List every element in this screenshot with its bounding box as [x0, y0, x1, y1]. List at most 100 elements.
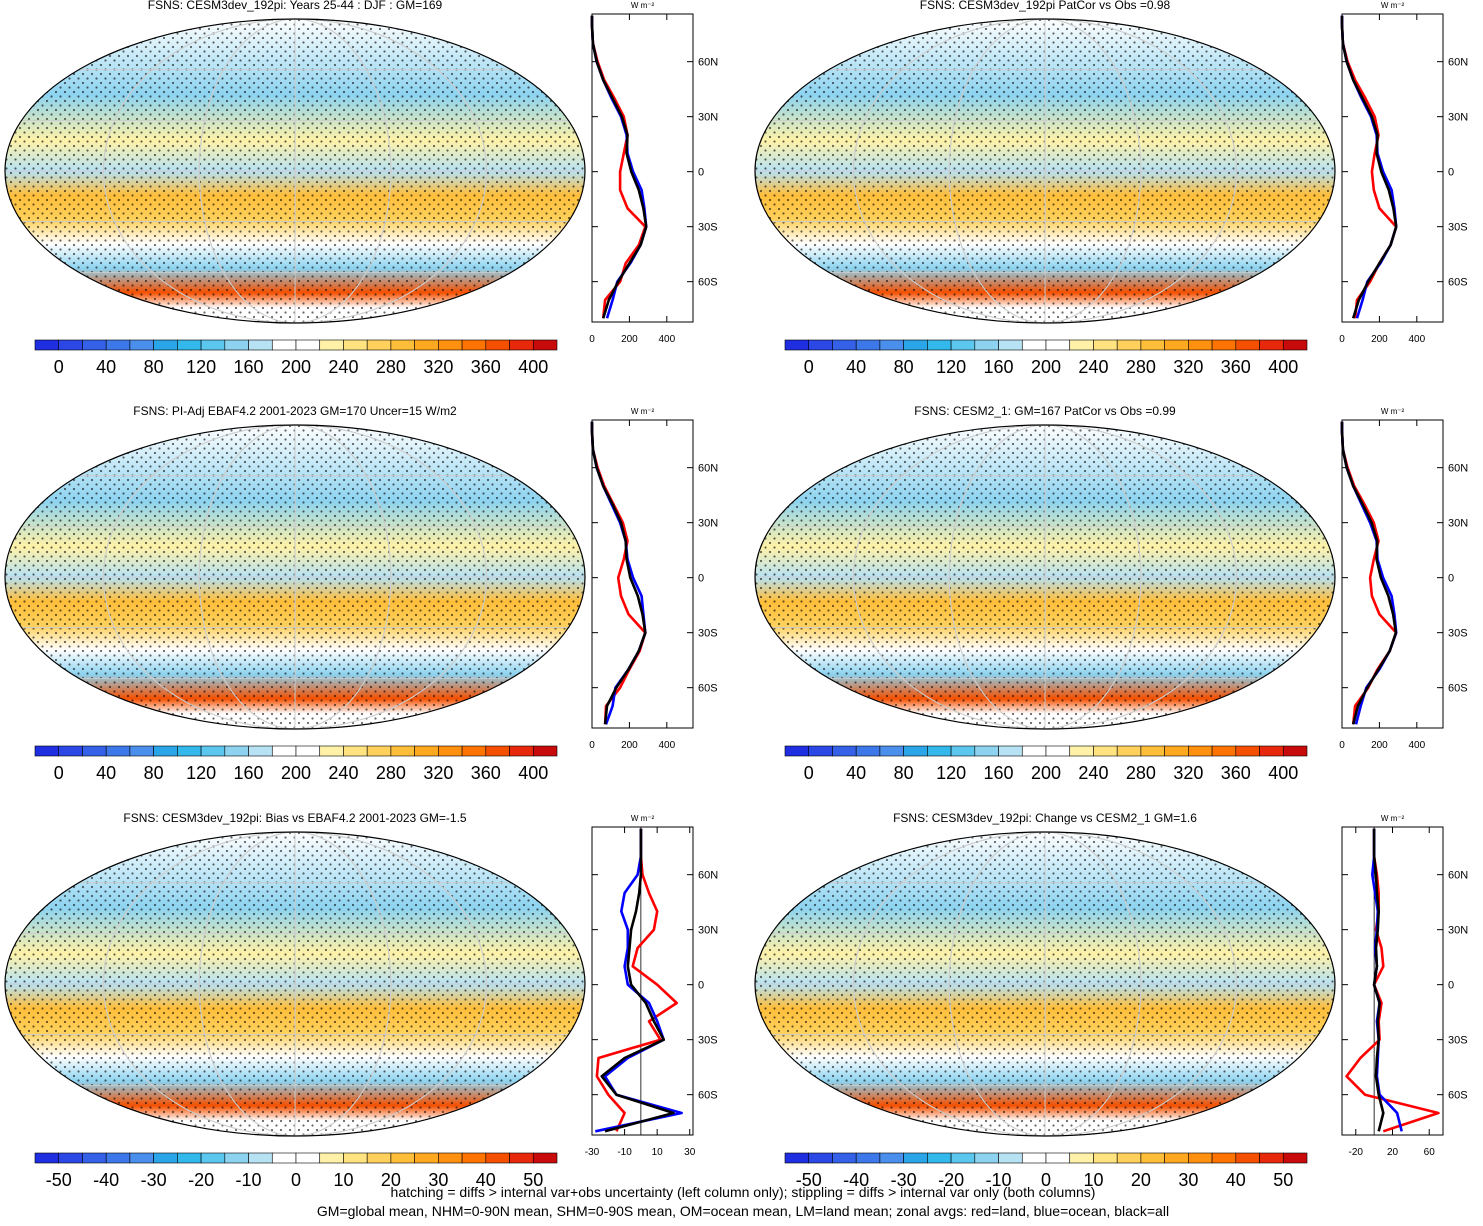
colorbar-box [856, 1153, 880, 1163]
map-field [755, 19, 1335, 323]
colorbar-box [1046, 340, 1070, 350]
colorbar-box [201, 1153, 225, 1163]
colorbar-label: 360 [1221, 357, 1251, 377]
x-tick-label: 400 [1408, 740, 1425, 751]
colorbar-box [809, 746, 833, 756]
colorbar-label: 0 [1041, 1170, 1051, 1190]
colorbar-box [438, 1153, 462, 1163]
colorbar-box [130, 746, 154, 756]
colorbar-box [130, 340, 154, 350]
colorbar-label: 120 [936, 357, 966, 377]
colorbar-box [951, 1153, 975, 1163]
y-tick-label: 30N [698, 518, 718, 530]
colorbar-box [1188, 340, 1212, 350]
colorbar-box [320, 1153, 344, 1163]
panel-title: FSNS: CESM3dev_192pi: Bias vs EBAF4.2 20… [123, 811, 466, 825]
colorbar-label: 40 [476, 1170, 496, 1190]
colorbar-box [296, 340, 320, 350]
colorbar-label: -40 [843, 1170, 869, 1190]
colorbar-label: 400 [1268, 357, 1298, 377]
colorbar-box [438, 746, 462, 756]
zonal-line [592, 16, 645, 319]
x-tick-label: 200 [1371, 334, 1388, 345]
colorbar-label: 40 [1226, 1170, 1246, 1190]
x-tick-label: 400 [658, 740, 675, 751]
colorbar-box [1117, 340, 1141, 350]
colorbar-label: 40 [846, 357, 866, 377]
colorbar-box [343, 746, 367, 756]
colorbar-box [880, 1153, 904, 1163]
colorbar-box [1070, 1153, 1094, 1163]
zonal-line [1342, 422, 1396, 725]
y-tick-label: 0 [1448, 573, 1454, 585]
y-tick-label: 30S [1448, 1035, 1468, 1047]
colorbar-box [809, 1153, 833, 1163]
x-tick-label: -30 [585, 1147, 600, 1158]
y-tick-label: 0 [1448, 167, 1454, 179]
colorbar-label: 320 [423, 357, 453, 377]
colorbar-label: -20 [938, 1170, 964, 1190]
y-tick-label: 30N [1448, 112, 1468, 124]
colorbar-box [35, 746, 59, 756]
colorbar-box [320, 746, 344, 756]
colorbar-label: 40 [846, 763, 866, 783]
zonal-line [1342, 16, 1396, 319]
colorbar-box [486, 1153, 510, 1163]
y-tick-label: 30N [1448, 518, 1468, 530]
zonal-line [1342, 16, 1396, 319]
y-tick-label: 60N [698, 463, 718, 475]
zonal-line [592, 16, 646, 319]
colorbar-box [1022, 340, 1046, 350]
colorbar-label: 400 [518, 763, 548, 783]
units-label: W m⁻² [631, 814, 655, 823]
colorbar-label: 40 [96, 357, 116, 377]
y-tick-label: 30S [1448, 222, 1468, 234]
colorbar-box [1283, 1153, 1307, 1163]
y-tick-label: 30S [698, 1035, 718, 1047]
colorbar-box [785, 746, 809, 756]
panel-title: FSNS: CESM3dev_192pi PatCor vs Obs =0.98 [920, 0, 1171, 12]
colorbar-box [856, 746, 880, 756]
panel-title: FSNS: CESM3dev_192pi: Years 25-44 : DJF … [148, 0, 443, 12]
colorbar-box [1212, 1153, 1236, 1163]
colorbar-box [1236, 340, 1260, 350]
colorbar-box [296, 746, 320, 756]
map-field [5, 425, 585, 729]
colorbar-box [35, 1153, 59, 1163]
colorbar-label: 200 [1031, 763, 1061, 783]
colorbar-box [904, 1153, 928, 1163]
colorbar-label: 120 [936, 763, 966, 783]
colorbar-box [809, 340, 833, 350]
colorbar-box [177, 340, 201, 350]
colorbar-box [249, 1153, 273, 1163]
colorbar-label: 0 [54, 357, 64, 377]
colorbar-label: 160 [984, 763, 1014, 783]
colorbar-label: 0 [804, 357, 814, 377]
colorbar-label: 10 [1083, 1170, 1103, 1190]
colorbar-label: -30 [891, 1170, 917, 1190]
zonal-frame [1342, 420, 1443, 728]
x-tick-label: 200 [621, 740, 638, 751]
colorbar-box [1141, 1153, 1165, 1163]
colorbar-box [320, 340, 344, 350]
colorbar-label: 360 [471, 357, 501, 377]
colorbar-box [975, 746, 999, 756]
x-tick-label: -20 [1349, 1147, 1364, 1158]
colorbar-label: 80 [894, 763, 914, 783]
colorbar-box [1165, 1153, 1189, 1163]
colorbar-box [1188, 1153, 1212, 1163]
y-tick-label: 0 [698, 167, 704, 179]
colorbar-label: 360 [1221, 763, 1251, 783]
units-label: W m⁻² [631, 1, 655, 10]
colorbar-box [1093, 746, 1117, 756]
panel: FSNS: CESM2_1: GM=167 PatCor vs Obs =0.9… [755, 404, 1468, 783]
colorbar-label: 400 [1268, 763, 1298, 783]
colorbar-box [367, 1153, 391, 1163]
colorbar-label: -10 [986, 1170, 1012, 1190]
colorbar-box [154, 746, 178, 756]
colorbar-box [1260, 746, 1284, 756]
colorbar-box [462, 746, 486, 756]
colorbar-label: -30 [141, 1170, 167, 1190]
colorbar-label: 10 [333, 1170, 353, 1190]
